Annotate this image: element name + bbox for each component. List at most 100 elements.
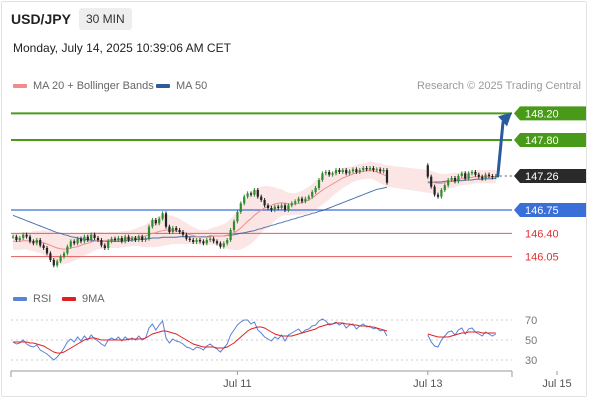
legend-ma50-label: MA 50 [176, 80, 208, 92]
projection-arrow-head [498, 112, 512, 127]
candle-body [273, 206, 276, 210]
bollinger-band-fill [13, 161, 496, 264]
candle-body [141, 236, 144, 240]
candle-body [365, 168, 368, 170]
candle-body [355, 169, 358, 172]
candle-body [168, 226, 171, 232]
candle-body [42, 245, 45, 248]
candle-body [137, 236, 140, 240]
level-label-resistance: 148.20 [514, 106, 586, 121]
candle-body [283, 205, 287, 210]
candle-body [93, 234, 96, 238]
candle-body [338, 170, 341, 172]
candle-body [110, 238, 113, 242]
candle-body [178, 230, 181, 232]
candle-body [300, 198, 304, 202]
candle-body [263, 200, 266, 206]
legend-ma50-swatch [156, 84, 170, 88]
x-tick-label: Jul 11 [223, 378, 252, 390]
candle-body [433, 186, 436, 195]
candle-body [334, 170, 338, 174]
symbol-title: USD/JPY [11, 11, 71, 27]
candle-body [277, 206, 280, 208]
candle-body [161, 213, 164, 219]
level-value: 147.80 [525, 135, 559, 147]
candle-body [25, 234, 28, 237]
candle-body [117, 238, 120, 240]
legend-rsi: RSI [13, 293, 51, 305]
candle-body [243, 196, 246, 204]
candle-body [260, 196, 263, 200]
candle-body [481, 176, 484, 179]
candle-body [202, 241, 205, 244]
level-value: 146.40 [525, 228, 559, 240]
x-tick-label: Jul 13 [413, 378, 442, 390]
candle-body [358, 170, 361, 172]
candle-body [304, 198, 307, 202]
candle-body [341, 170, 344, 172]
candle-body [83, 236, 86, 242]
candle-body [18, 238, 21, 240]
projection-arrow-shaft [496, 120, 505, 178]
candle-body [175, 228, 178, 230]
candle-body [375, 169, 378, 171]
candle-body [477, 174, 480, 177]
candle-body [253, 190, 256, 195]
legend-bollinger: MA 20 + Bollinger Bands [13, 80, 154, 92]
rsi-tick-label: 30 [525, 355, 537, 367]
candle-body [467, 173, 470, 179]
candle-body [317, 180, 321, 188]
candle-body [311, 192, 314, 197]
timeframe-badge[interactable]: 30 MIN [79, 8, 132, 30]
candle-body [307, 196, 310, 199]
candle-body [100, 240, 103, 246]
level-value: 146.75 [525, 205, 559, 217]
candle-body [491, 176, 494, 178]
candle-body [59, 256, 62, 262]
rsi-ma-line [13, 322, 496, 354]
candle-body [215, 241, 219, 244]
candle-body [32, 241, 35, 244]
legend-ma50: MA 50 [156, 80, 207, 92]
level-badge [514, 133, 586, 147]
candle-body [239, 203, 242, 212]
candle-body [494, 176, 497, 178]
candle-body [195, 240, 198, 242]
candle-body [314, 188, 317, 192]
candle-body [15, 236, 18, 240]
candle-body [103, 245, 106, 248]
candle-body [198, 240, 202, 242]
candle-body [236, 212, 239, 222]
candle-body [76, 238, 79, 244]
candle-body [219, 243, 222, 247]
candle-body [124, 236, 127, 242]
rsi-tick-label: 50 [525, 335, 537, 347]
candle-body [256, 190, 259, 197]
chart-datetime: Monday, July 14, 2025 10:39:06 AM CET [13, 41, 231, 55]
level-value: 146.05 [525, 252, 559, 264]
candle-body [232, 221, 236, 230]
candle-body [379, 169, 382, 172]
candle-body [426, 165, 429, 177]
candle-body [147, 226, 151, 239]
candle-body [171, 228, 174, 232]
candle-body [127, 236, 130, 240]
candle-body [86, 236, 89, 240]
candle-body [154, 220, 157, 224]
ma50-line [12, 177, 496, 242]
level-label-current: 147.26 [514, 169, 586, 183]
candle-body [474, 172, 477, 175]
candle-body [348, 171, 351, 174]
candle-body [212, 238, 215, 242]
level-value: 147.26 [525, 171, 559, 183]
legend-bollinger-label: MA 20 + Bollinger Bands [33, 80, 154, 92]
candle-body [73, 241, 76, 244]
candle-body [35, 240, 38, 244]
candle-body [164, 213, 168, 227]
candle-body [382, 170, 385, 172]
candle-body [362, 168, 365, 170]
candle-body [209, 238, 212, 240]
candle-body [246, 193, 249, 197]
level-label-resistance: 147.80 [514, 133, 586, 147]
candle-body [181, 232, 185, 235]
